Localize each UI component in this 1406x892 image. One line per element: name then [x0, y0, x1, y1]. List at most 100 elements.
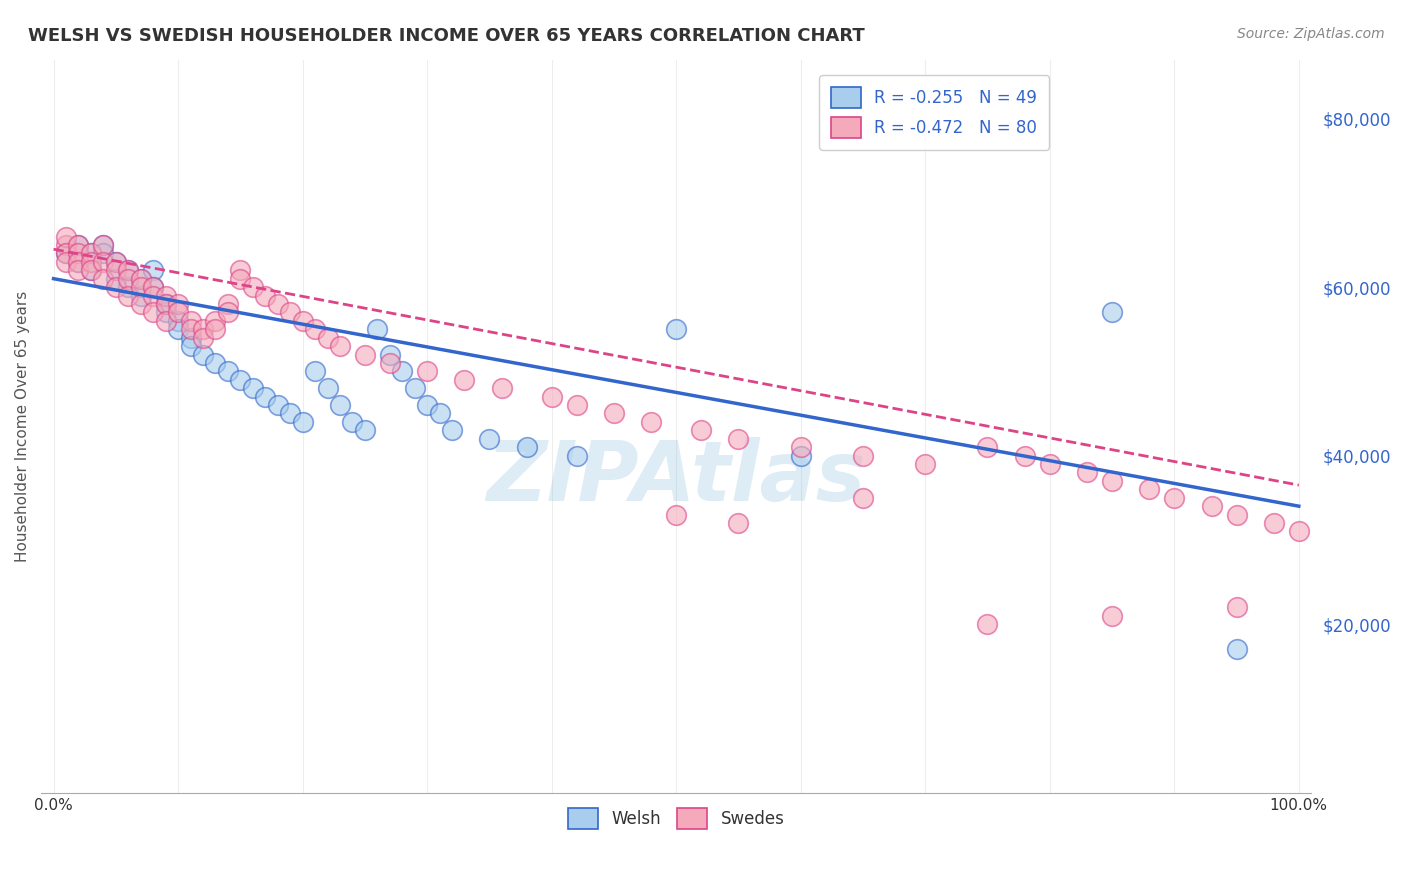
Point: [180, 322, 202, 336]
Point: [167, 305, 190, 319]
Point: [229, 271, 252, 285]
Point: [1225, 642, 1247, 657]
Point: [155, 297, 177, 311]
Point: [378, 347, 401, 361]
Point: [1225, 600, 1247, 615]
Point: [665, 322, 688, 336]
Point: [976, 617, 998, 632]
Point: [1101, 305, 1123, 319]
Point: [80, 263, 103, 277]
Point: [441, 423, 464, 437]
Point: [129, 271, 152, 285]
Point: [242, 381, 264, 395]
Point: [142, 280, 165, 294]
Point: [540, 390, 562, 404]
Point: [117, 263, 139, 277]
Point: [852, 491, 875, 505]
Point: [1263, 516, 1285, 530]
Point: [80, 263, 103, 277]
Point: [254, 288, 277, 302]
Point: [229, 373, 252, 387]
Point: [852, 449, 875, 463]
Point: [1076, 466, 1098, 480]
Point: [478, 432, 501, 446]
Point: [104, 255, 127, 269]
Point: [1163, 491, 1185, 505]
Point: [155, 297, 177, 311]
Point: [204, 314, 226, 328]
Point: [603, 407, 626, 421]
Point: [304, 364, 326, 378]
Point: [429, 407, 451, 421]
Point: [665, 508, 688, 522]
Point: [366, 322, 388, 336]
Point: [378, 356, 401, 370]
Point: [204, 356, 226, 370]
Point: [404, 381, 426, 395]
Point: [267, 297, 290, 311]
Point: [329, 339, 352, 353]
Point: [180, 339, 202, 353]
Point: [1014, 449, 1036, 463]
Point: [155, 288, 177, 302]
Point: [104, 271, 127, 285]
Point: [117, 288, 139, 302]
Point: [291, 314, 314, 328]
Point: [129, 297, 152, 311]
Y-axis label: Householder Income Over 65 years: Householder Income Over 65 years: [15, 291, 30, 562]
Point: [180, 331, 202, 345]
Point: [453, 373, 475, 387]
Point: [1288, 524, 1310, 539]
Point: [1201, 499, 1223, 513]
Point: [167, 314, 190, 328]
Legend: Welsh, Swedes: Welsh, Swedes: [561, 801, 792, 836]
Point: [727, 516, 749, 530]
Point: [129, 288, 152, 302]
Point: [690, 423, 713, 437]
Point: [217, 364, 239, 378]
Point: [67, 238, 90, 252]
Point: [117, 271, 139, 285]
Point: [640, 415, 662, 429]
Point: [93, 246, 115, 260]
Point: [789, 449, 811, 463]
Point: [55, 229, 77, 244]
Point: [229, 263, 252, 277]
Point: [727, 432, 749, 446]
Point: [129, 271, 152, 285]
Point: [93, 238, 115, 252]
Point: [291, 415, 314, 429]
Point: [1137, 483, 1160, 497]
Point: [67, 255, 90, 269]
Point: [354, 347, 377, 361]
Point: [155, 305, 177, 319]
Point: [217, 305, 239, 319]
Point: [55, 246, 77, 260]
Point: [67, 246, 90, 260]
Point: [491, 381, 513, 395]
Text: Source: ZipAtlas.com: Source: ZipAtlas.com: [1237, 27, 1385, 41]
Point: [1101, 608, 1123, 623]
Point: [516, 440, 538, 454]
Point: [80, 246, 103, 260]
Point: [278, 407, 301, 421]
Point: [55, 246, 77, 260]
Point: [67, 238, 90, 252]
Point: [391, 364, 413, 378]
Point: [565, 398, 588, 412]
Point: [129, 280, 152, 294]
Point: [104, 263, 127, 277]
Point: [117, 263, 139, 277]
Point: [416, 364, 439, 378]
Point: [167, 297, 190, 311]
Point: [93, 255, 115, 269]
Text: ZIPAtlas: ZIPAtlas: [486, 437, 866, 518]
Point: [80, 255, 103, 269]
Point: [1101, 474, 1123, 488]
Point: [180, 314, 202, 328]
Point: [80, 246, 103, 260]
Point: [104, 255, 127, 269]
Point: [914, 457, 936, 471]
Point: [191, 322, 214, 336]
Point: [354, 423, 377, 437]
